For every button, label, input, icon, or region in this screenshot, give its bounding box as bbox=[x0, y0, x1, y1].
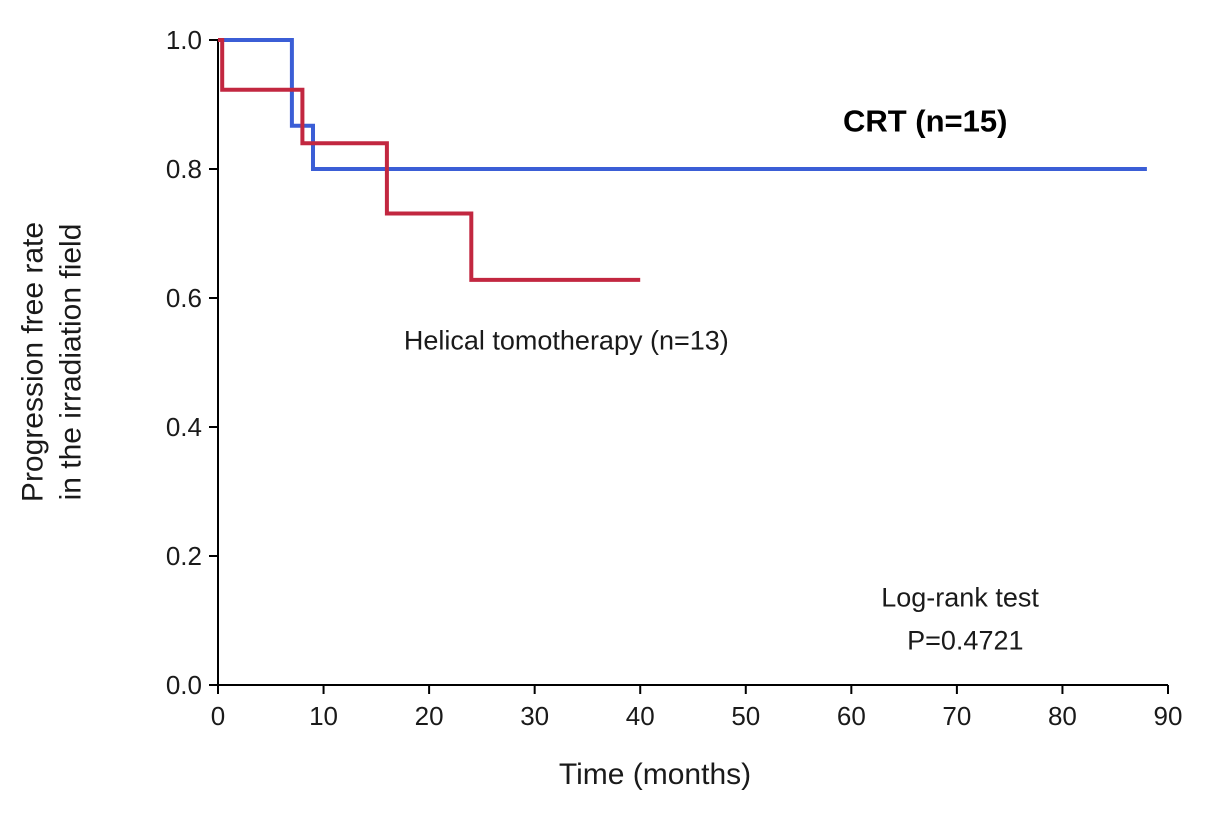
annotation-3: P=0.4721 bbox=[907, 626, 1023, 656]
annotation-2: Log-rank test bbox=[881, 582, 1039, 612]
x-tick-label: 20 bbox=[415, 701, 444, 731]
y-tick-label: 0.2 bbox=[166, 541, 202, 571]
x-axis-title: Time (months) bbox=[558, 758, 752, 791]
y-tick-label: 0.8 bbox=[166, 154, 202, 184]
x-tick-label: 80 bbox=[1048, 701, 1077, 731]
y-axis-title: Progression free rate in the irradiation… bbox=[15, 222, 90, 502]
y-axis-title-line1: Progression free rate bbox=[16, 221, 50, 503]
x-tick-label: 30 bbox=[520, 701, 549, 731]
y-tick-label: 0.4 bbox=[166, 412, 202, 442]
series-line-0 bbox=[218, 38, 1147, 171]
y-tick-label: 1.0 bbox=[166, 25, 202, 55]
x-tick-label: 0 bbox=[211, 701, 225, 731]
x-tick-label: 40 bbox=[626, 701, 655, 731]
annotation-0: CRT (n=15) bbox=[843, 104, 1008, 139]
y-axis-title-line2: in the irradiation field bbox=[54, 223, 87, 501]
series-line-1 bbox=[218, 38, 641, 282]
x-tick-label: 10 bbox=[309, 701, 338, 731]
annotation-1: Helical tomotherapy (n=13) bbox=[404, 326, 729, 356]
y-tick-label: 0.0 bbox=[166, 670, 202, 700]
x-tick-label: 50 bbox=[731, 701, 760, 731]
x-tick-label: 60 bbox=[837, 701, 866, 731]
y-tick-label: 0.6 bbox=[166, 283, 202, 313]
x-tick-label: 70 bbox=[942, 701, 971, 731]
x-tick-label: 90 bbox=[1154, 701, 1183, 731]
